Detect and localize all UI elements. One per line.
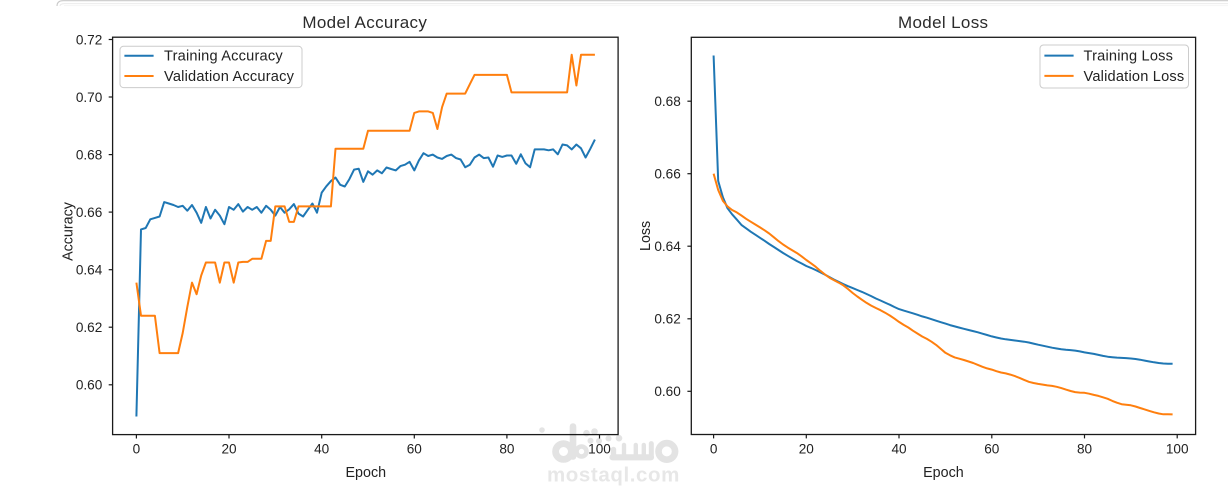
svg-text:Model Loss: Model Loss — [898, 13, 988, 32]
svg-text:Accuracy: Accuracy — [60, 201, 76, 261]
svg-text:0.64: 0.64 — [76, 263, 103, 278]
svg-text:mostaql.com: mostaql.com — [547, 464, 680, 487]
svg-text:Validation Accuracy: Validation Accuracy — [164, 69, 295, 85]
svg-text:60: 60 — [407, 442, 423, 457]
svg-text:0: 0 — [133, 442, 141, 457]
svg-text:0.72: 0.72 — [76, 32, 102, 47]
svg-text:100: 100 — [1166, 442, 1189, 457]
svg-text:80: 80 — [499, 442, 515, 457]
svg-text:0.68: 0.68 — [654, 94, 680, 109]
svg-text:100: 100 — [588, 442, 611, 457]
svg-text:40: 40 — [891, 442, 907, 457]
svg-text:0.64: 0.64 — [654, 239, 681, 254]
svg-text:0.60: 0.60 — [654, 384, 681, 399]
svg-text:Training Loss: Training Loss — [1084, 49, 1174, 65]
svg-text:0.62: 0.62 — [76, 320, 102, 335]
svg-text:20: 20 — [221, 442, 237, 457]
svg-text:60: 60 — [984, 442, 1000, 457]
svg-text:Model Accuracy: Model Accuracy — [302, 13, 427, 32]
svg-text:80: 80 — [1077, 442, 1093, 457]
svg-text:Epoch: Epoch — [346, 465, 387, 481]
svg-text:0.68: 0.68 — [76, 148, 102, 163]
svg-text:Loss: Loss — [638, 221, 654, 251]
svg-text:0.70: 0.70 — [76, 90, 103, 105]
svg-text:Training Accuracy: Training Accuracy — [164, 49, 283, 65]
svg-text:20: 20 — [799, 442, 815, 457]
svg-text:0.62: 0.62 — [654, 312, 680, 327]
svg-text:0: 0 — [710, 442, 718, 457]
svg-text:Validation Loss: Validation Loss — [1084, 69, 1185, 85]
svg-text:0.66: 0.66 — [654, 167, 680, 182]
svg-text:0.60: 0.60 — [76, 378, 103, 393]
svg-text:Epoch: Epoch — [923, 465, 964, 481]
svg-text:0.66: 0.66 — [76, 205, 102, 220]
svg-text:40: 40 — [314, 442, 330, 457]
